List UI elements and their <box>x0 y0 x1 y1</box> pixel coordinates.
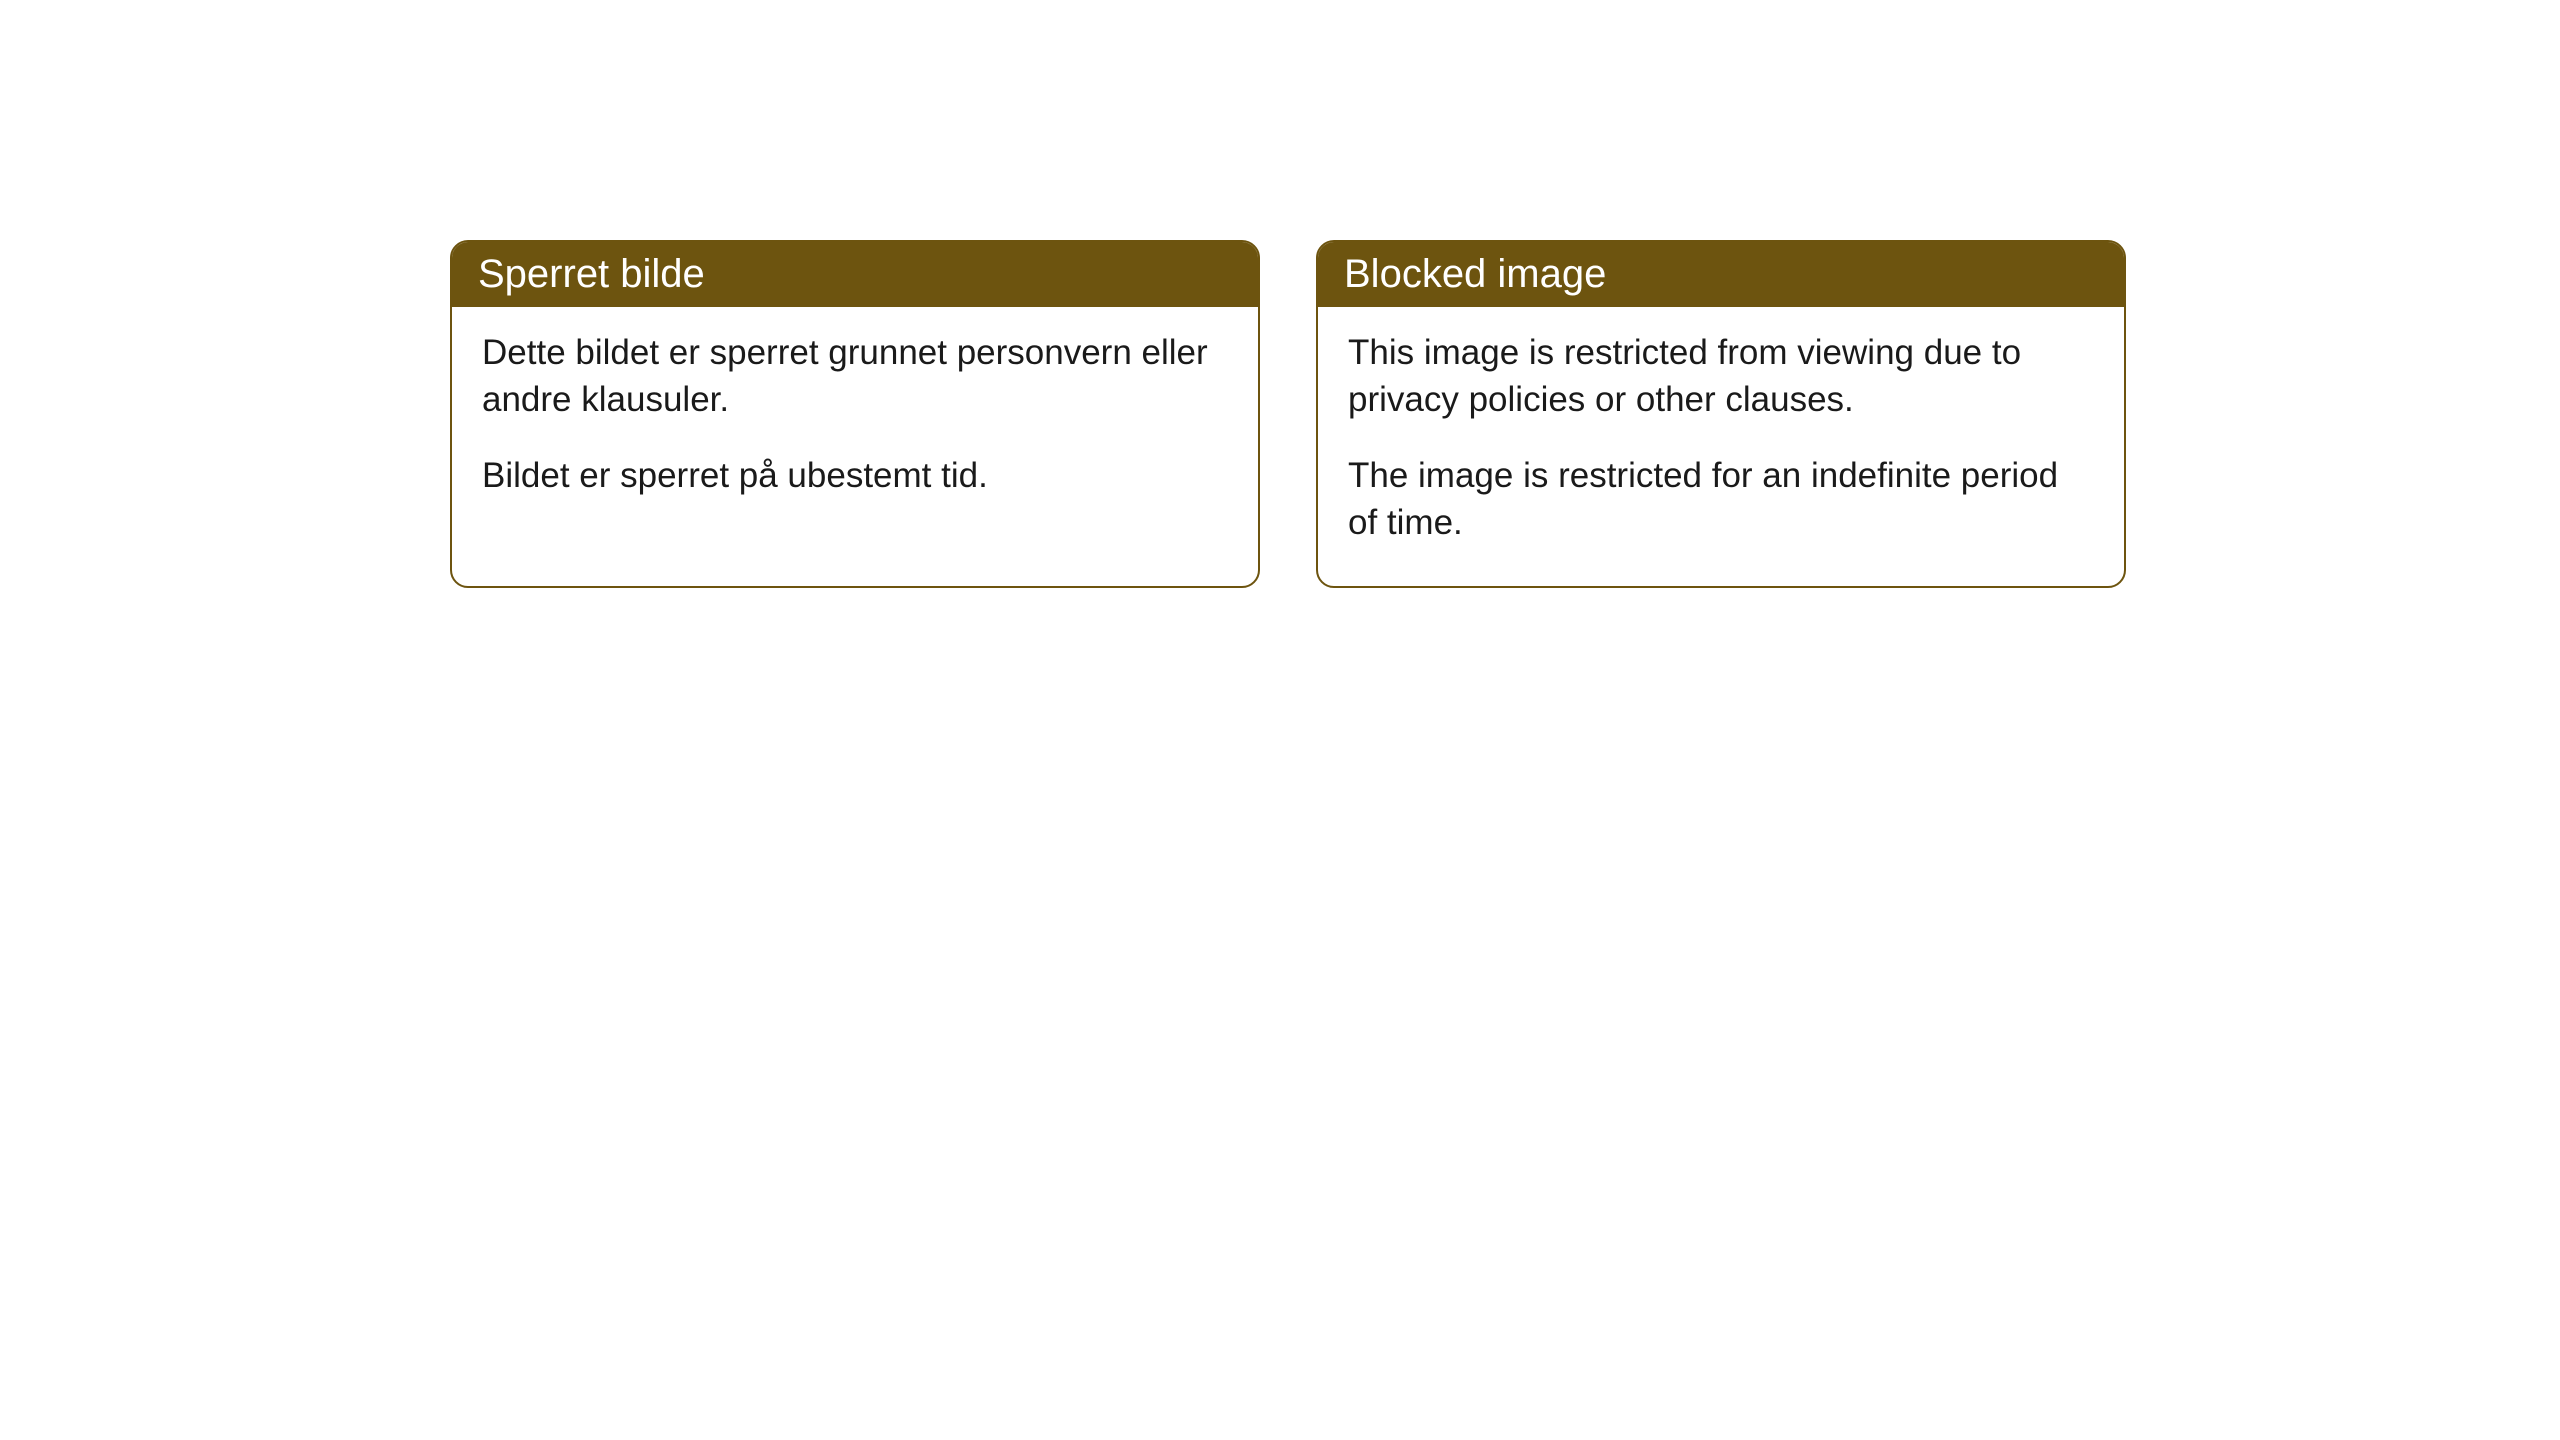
card-header: Sperret bilde <box>452 242 1258 307</box>
notice-card-norwegian: Sperret bilde Dette bildet er sperret gr… <box>450 240 1260 588</box>
card-header: Blocked image <box>1318 242 2124 307</box>
card-paragraph: This image is restricted from viewing du… <box>1348 329 2094 424</box>
card-body: This image is restricted from viewing du… <box>1318 307 2124 586</box>
card-paragraph: The image is restricted for an indefinit… <box>1348 452 2094 547</box>
card-paragraph: Dette bildet er sperret grunnet personve… <box>482 329 1228 424</box>
card-body: Dette bildet er sperret grunnet personve… <box>452 307 1258 539</box>
notice-cards-container: Sperret bilde Dette bildet er sperret gr… <box>450 240 2126 588</box>
card-paragraph: Bildet er sperret på ubestemt tid. <box>482 452 1228 499</box>
card-title: Sperret bilde <box>478 252 705 296</box>
notice-card-english: Blocked image This image is restricted f… <box>1316 240 2126 588</box>
card-title: Blocked image <box>1344 252 1606 296</box>
